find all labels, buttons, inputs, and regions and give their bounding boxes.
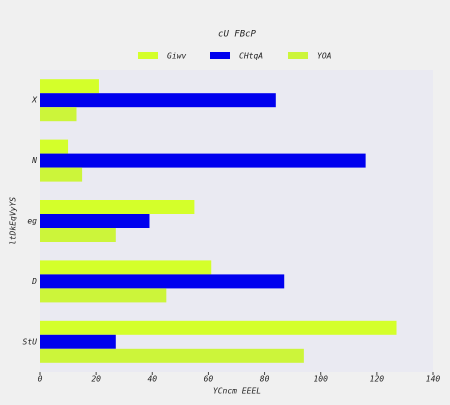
y-tick-label: StU — [23, 337, 38, 346]
bar — [40, 79, 99, 94]
bar — [40, 274, 285, 289]
x-tick-label: 40 — [147, 375, 157, 384]
legend-swatch — [138, 52, 158, 59]
y-tick-label: X — [31, 96, 38, 105]
bar — [40, 214, 150, 228]
bar — [40, 288, 167, 303]
bar — [40, 167, 83, 182]
legend-label: Giwv — [167, 52, 186, 61]
x-tick-label: 80 — [260, 375, 270, 384]
bar — [40, 153, 366, 168]
legend-swatch — [210, 52, 230, 59]
x-tick-label: 100 — [313, 375, 328, 384]
chart-title: cU FBcP — [218, 30, 257, 40]
x-tick-label: 120 — [370, 375, 385, 384]
y-tick-label: eg — [27, 217, 37, 226]
x-tick-label: 20 — [91, 375, 101, 384]
x-tick-label: 60 — [204, 375, 214, 384]
y-tick-label: D — [31, 277, 37, 286]
bar — [40, 260, 212, 275]
y-tick-label: N — [31, 156, 37, 165]
bar — [40, 348, 304, 363]
bar — [40, 320, 397, 335]
x-tick-label: 0 — [38, 375, 43, 384]
bar — [40, 107, 77, 122]
legend-label: CHtqA — [239, 52, 263, 61]
x-tick-label: 140 — [426, 375, 441, 384]
bar — [40, 139, 69, 154]
bar — [40, 228, 116, 242]
bar — [40, 93, 276, 108]
legend-swatch — [288, 52, 308, 59]
x-axis-label: YCncm EEEL — [213, 387, 261, 396]
bar — [40, 334, 116, 349]
legend-label: YOA — [317, 52, 332, 61]
bar — [40, 200, 195, 214]
y-axis-label: ltDkEqVyYS — [9, 197, 18, 245]
